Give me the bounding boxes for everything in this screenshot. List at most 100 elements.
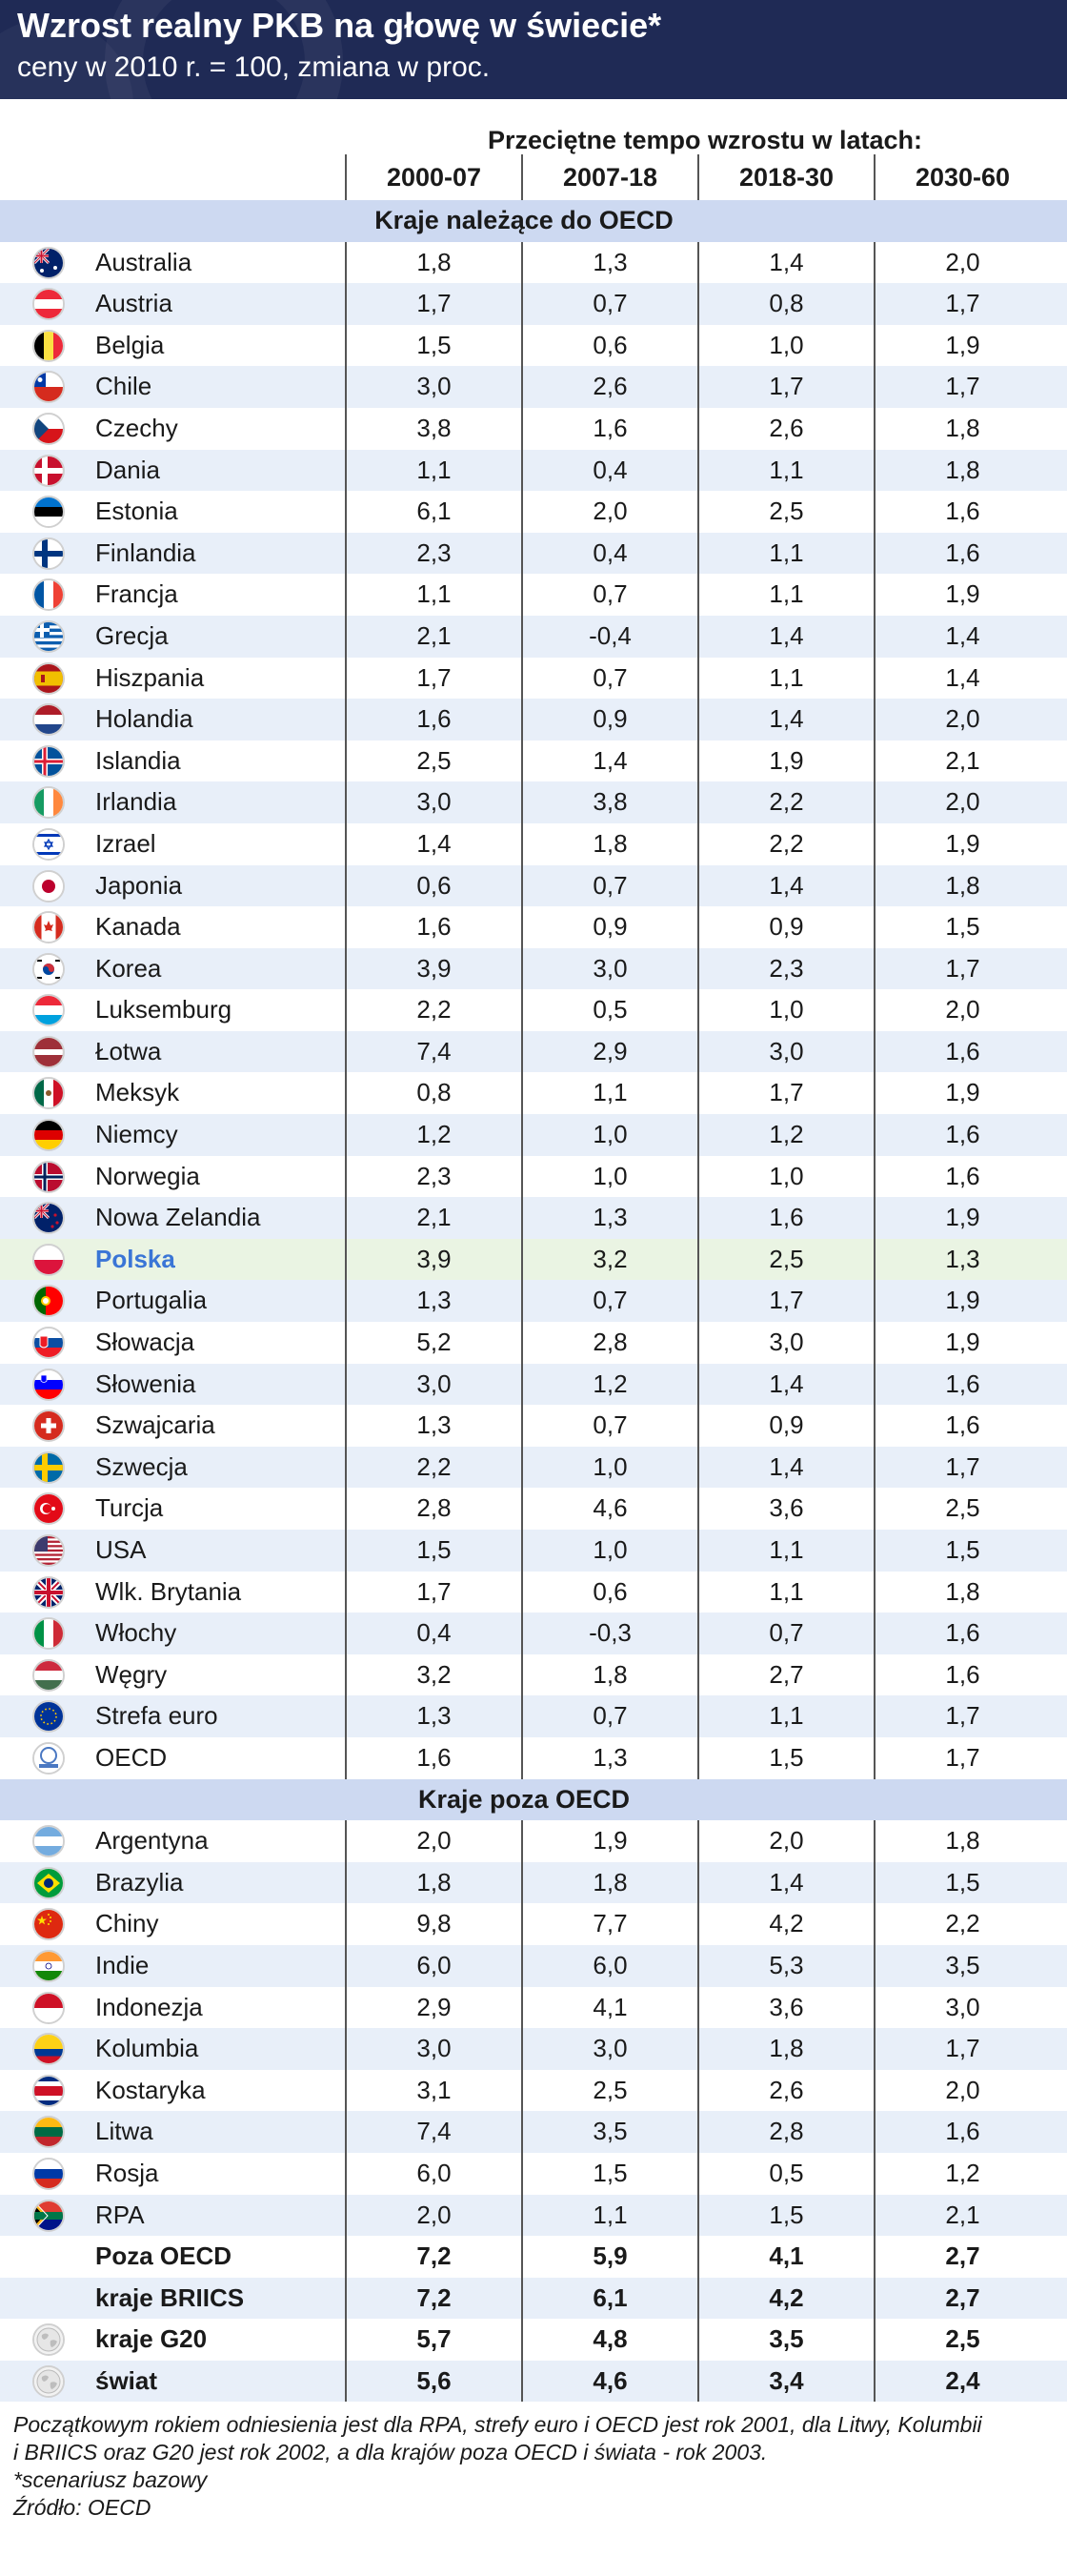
table-cell: 1,1 — [697, 574, 874, 616]
table-cell: 4,2 — [697, 2277, 874, 2320]
mexico-flag-icon — [32, 1077, 65, 1110]
table-row: Strefa euro 1,3 0,7 1,1 1,7 — [0, 1695, 1067, 1737]
portugal-flag-icon — [32, 1285, 65, 1318]
table-cell: 1,3 — [521, 241, 697, 284]
france-flag-icon — [32, 578, 65, 612]
table-cell: 1,5 — [874, 906, 1050, 948]
globe-icon — [32, 2323, 65, 2357]
table-cell: 1,7 — [874, 1695, 1050, 1737]
row-label: Kostaryka — [95, 2075, 206, 2104]
table-cell: 3,2 — [521, 1238, 697, 1281]
slovakia-flag-icon — [32, 1327, 65, 1360]
russia-flag-icon — [32, 2157, 65, 2190]
table-cell: 4,1 — [521, 1986, 697, 2029]
table-cell: 0,4 — [521, 532, 697, 575]
netherlands-flag-icon — [32, 703, 65, 737]
table-cell: 1,6 — [874, 1030, 1050, 1073]
table-cell: 1,4 — [521, 740, 697, 782]
table-row: Hiszpania 1,7 0,7 1,1 1,4 — [0, 657, 1067, 700]
table-cell: 1,5 — [345, 1530, 521, 1572]
belgium-flag-icon — [32, 329, 65, 362]
denmark-flag-icon — [32, 454, 65, 487]
poland-flag-icon — [32, 1243, 65, 1276]
table-cell: 0,7 — [521, 1280, 697, 1323]
table-row: Poza OECD 7,2 5,9 4,1 2,7 — [0, 2236, 1067, 2278]
south-africa-flag-icon — [32, 2199, 65, 2232]
china-flag-icon — [32, 1908, 65, 1941]
table-row: Czechy 3,8 1,6 2,6 1,8 — [0, 407, 1067, 450]
footnote-line: Źródło: OECD — [13, 2495, 151, 2520]
table-cell: 2,4 — [874, 2360, 1050, 2403]
table-cell: 3,0 — [345, 1363, 521, 1406]
row-label: Finlandia — [95, 538, 196, 567]
table-cell: 1,7 — [874, 2028, 1050, 2070]
row-label: Włochy — [95, 1618, 177, 1648]
uk-flag-icon — [32, 1575, 65, 1609]
table-cell: 3,8 — [521, 781, 697, 823]
row-label: Rosja — [95, 2158, 159, 2187]
section-label: Kraje należące do OECD — [374, 206, 674, 234]
colombia-flag-icon — [32, 2033, 65, 2066]
table-cell: 1,8 — [874, 864, 1050, 907]
table-cell: 1,3 — [345, 1280, 521, 1323]
table-cell: 0,9 — [697, 906, 874, 948]
table-cell: 2,9 — [521, 1030, 697, 1073]
table-row: Portugalia 1,3 0,7 1,7 1,9 — [0, 1280, 1067, 1323]
table-cell: 1,9 — [874, 822, 1050, 865]
table-row: Japonia 0,6 0,7 1,4 1,8 — [0, 864, 1067, 907]
table-row: Izrael 1,4 1,8 2,2 1,9 — [0, 822, 1067, 865]
table-cell: 1,8 — [874, 407, 1050, 450]
new-zealand-flag-icon — [32, 1202, 65, 1235]
table-cell: 3,8 — [345, 407, 521, 450]
table-cell: 0,4 — [345, 1613, 521, 1654]
table-cell: 1,8 — [345, 1861, 521, 1904]
row-label: RPA — [95, 2200, 145, 2229]
japan-flag-icon — [32, 869, 65, 903]
india-flag-icon — [32, 1949, 65, 1982]
table-cell: 1,8 — [521, 822, 697, 865]
table-cell: 1,5 — [521, 2152, 697, 2195]
table-cell: 2,5 — [874, 2319, 1050, 2361]
column-header: 2000-07 — [345, 154, 521, 200]
table-cell: 2,5 — [345, 740, 521, 782]
row-label: Islandia — [95, 745, 181, 775]
table-row: Niemcy 1,2 1,0 1,2 1,6 — [0, 1114, 1067, 1156]
table-cell: 1,5 — [697, 1736, 874, 1779]
table-cell: 2,0 — [345, 2194, 521, 2237]
row-label: Chiny — [95, 1909, 159, 1938]
table-cell: 0,7 — [521, 1695, 697, 1737]
table-cell: 1,6 — [345, 1736, 521, 1779]
table-row: kraje G20 5,7 4,8 3,5 2,5 — [0, 2319, 1067, 2361]
table-row: Belgia 1,5 0,6 1,0 1,9 — [0, 324, 1067, 367]
table-row: Indie 6,0 6,0 5,3 3,5 — [0, 1944, 1067, 1987]
row-label: Słowacja — [95, 1328, 195, 1357]
germany-flag-icon — [32, 1119, 65, 1152]
table-cell: 1,8 — [874, 1820, 1050, 1862]
czechia-flag-icon — [32, 412, 65, 445]
row-label: Francja — [95, 579, 178, 609]
row-label: OECD — [95, 1742, 168, 1772]
row-label: Strefa euro — [95, 1701, 218, 1731]
sweden-flag-icon — [32, 1450, 65, 1484]
table-cell: 2,2 — [345, 1446, 521, 1489]
table-cell: 0,6 — [345, 864, 521, 907]
row-label: Australia — [95, 247, 192, 276]
row-label: Nowa Zelandia — [95, 1203, 261, 1232]
row-label: USA — [95, 1535, 147, 1564]
table-cell: 0,6 — [521, 324, 697, 367]
table-cell: 5,7 — [345, 2319, 521, 2361]
table-cell: 1,5 — [874, 1861, 1050, 1904]
table-cell: 1,4 — [697, 1363, 874, 1406]
table-cell: 1,8 — [874, 449, 1050, 492]
table-cell: 1,9 — [874, 574, 1050, 616]
table-cell: 2,7 — [697, 1653, 874, 1696]
table-cell: 1,2 — [874, 2152, 1050, 2195]
table-cell: 0,9 — [697, 1405, 874, 1447]
row-label: Holandia — [95, 704, 193, 734]
table-cell: 0,7 — [521, 864, 697, 907]
table-cell: 1,4 — [697, 699, 874, 740]
table-cell: 1,4 — [697, 1861, 874, 1904]
table-cell: 1,9 — [874, 1197, 1050, 1239]
row-label: Meksyk — [95, 1078, 180, 1107]
table-cell: 4,8 — [521, 2319, 697, 2361]
